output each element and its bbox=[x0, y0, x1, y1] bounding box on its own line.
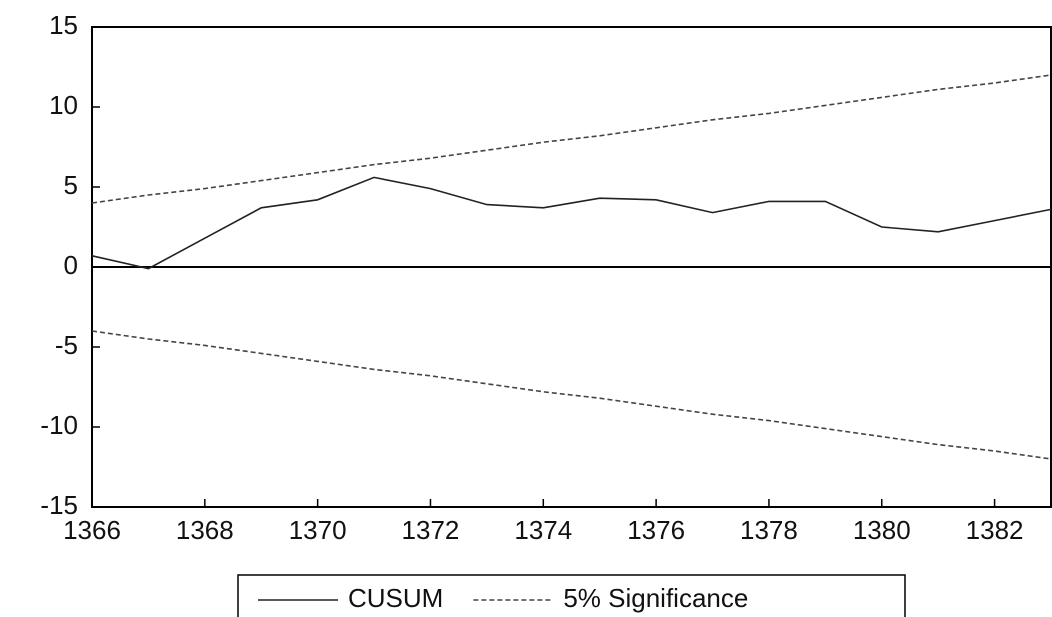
legend-label: 5% Significance bbox=[563, 583, 748, 613]
x-tick-label: 1368 bbox=[176, 515, 234, 545]
x-tick-label: 1380 bbox=[853, 515, 911, 545]
y-tick-label: -15 bbox=[40, 490, 78, 520]
x-tick-label: 1376 bbox=[627, 515, 685, 545]
y-tick-label: 10 bbox=[49, 90, 78, 120]
x-tick-label: 1370 bbox=[289, 515, 347, 545]
y-tick-label: 0 bbox=[64, 250, 78, 280]
y-tick-label: -5 bbox=[55, 330, 78, 360]
legend-box bbox=[237, 574, 906, 617]
x-tick-label: 1378 bbox=[740, 515, 798, 545]
y-tick-label: 15 bbox=[49, 10, 78, 40]
y-tick-label: 5 bbox=[64, 170, 78, 200]
series-line bbox=[91, 330, 1052, 460]
series-line bbox=[91, 176, 1052, 270]
y-tick-label: -10 bbox=[40, 410, 78, 440]
legend-label: CUSUM bbox=[348, 583, 443, 613]
x-tick-label: 1382 bbox=[966, 515, 1024, 545]
x-tick-label: 1372 bbox=[402, 515, 460, 545]
x-tick-label: 1366 bbox=[63, 515, 121, 545]
x-tick-label: 1374 bbox=[514, 515, 572, 545]
series-line bbox=[91, 74, 1052, 204]
